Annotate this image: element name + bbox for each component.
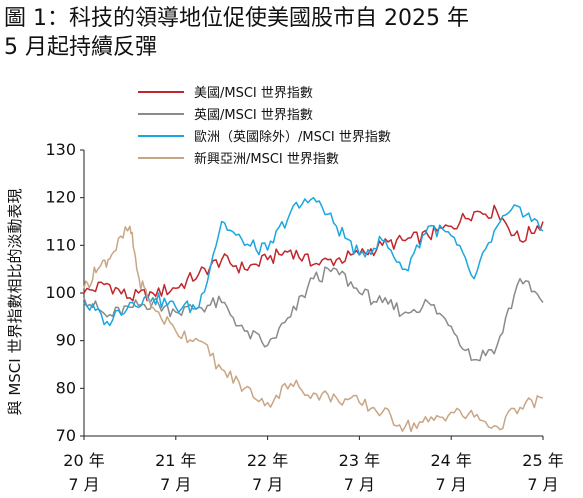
legend-label: 歐洲（英國除外）/MSCI 世界指數 bbox=[194, 130, 391, 145]
y-axis: 70 80 90 100 110 120 130 bbox=[45, 140, 85, 445]
y-tick-label: 130 bbox=[45, 140, 76, 159]
y-tick-label: 120 bbox=[45, 188, 76, 207]
x-tick-label-month: 7 月 bbox=[527, 475, 558, 494]
y-tick-label: 70 bbox=[56, 426, 76, 445]
plot-area bbox=[83, 196, 544, 433]
legend-label: 英國/MSCI 世界指數 bbox=[194, 108, 313, 123]
series-line bbox=[83, 225, 544, 433]
series-line bbox=[83, 204, 544, 302]
legend-label: 新興亞洲/MSCI 世界指數 bbox=[194, 151, 339, 167]
y-tick-label: 80 bbox=[56, 378, 76, 397]
y-tick-label: 110 bbox=[45, 235, 76, 254]
x-tick-label-month: 7 月 bbox=[252, 475, 283, 494]
y-tick-label: 100 bbox=[45, 283, 76, 302]
x-tick-label-month: 7 月 bbox=[68, 475, 99, 494]
x-tick-label-year: 24 年 bbox=[430, 451, 471, 470]
series-line bbox=[83, 266, 544, 362]
x-tick-label-year: 23 年 bbox=[339, 451, 380, 470]
x-tick-label-month: 7 月 bbox=[436, 475, 467, 494]
x-tick-label-year: 22 年 bbox=[247, 451, 288, 470]
x-tick-label-month: 7 月 bbox=[160, 475, 191, 494]
x-tick-label-year: 25 年 bbox=[522, 451, 563, 470]
series-line bbox=[83, 196, 544, 327]
x-axis: 20 年 7 月 21 年 7 月 22 年 7 月 23 年 7 月 24 年 7 月 25 年 7… bbox=[63, 435, 564, 494]
x-tick-label-month: 7 月 bbox=[344, 475, 375, 494]
chart-title: 圖 1：科技的領導地位促使美國股市自 2025 年 5 月起持續反彈 bbox=[4, 4, 579, 62]
legend-label: 美國/MSCI 世界指數 bbox=[194, 86, 313, 101]
x-tick-label-year: 20 年 bbox=[63, 451, 104, 470]
y-axis-label: 與 MSCI 世界指數相比的淡動表現 bbox=[6, 189, 24, 416]
chart-title-line-2: 5 月起持續反彈 bbox=[4, 35, 157, 60]
x-tick-label-year: 21 年 bbox=[155, 451, 196, 470]
chart-title-line-1: 圖 1：科技的領導地位促使美國股市自 2025 年 bbox=[4, 6, 469, 31]
y-tick-label: 90 bbox=[56, 331, 76, 350]
